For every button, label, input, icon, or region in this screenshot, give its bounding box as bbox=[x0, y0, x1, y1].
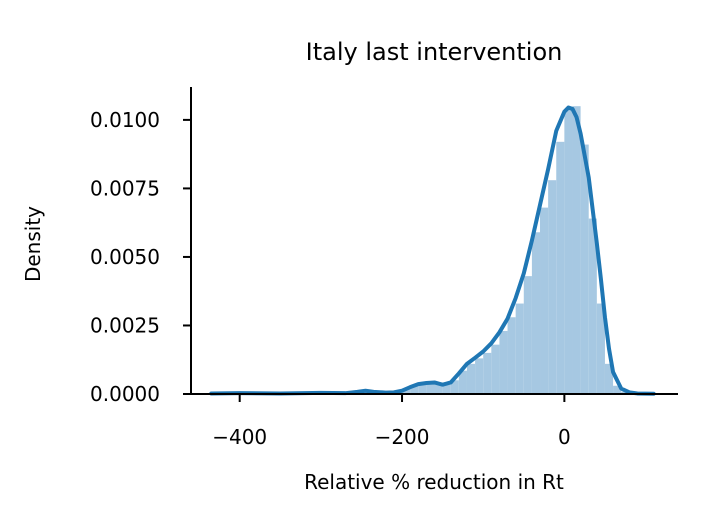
histogram-bar bbox=[596, 303, 605, 394]
y-tick-label: 0.0100 bbox=[90, 108, 160, 132]
y-axis-ticks: 0.0000 0.0025 0.0050 0.0075 0.0100 bbox=[90, 108, 191, 406]
y-tick-label: 0.0075 bbox=[90, 176, 160, 200]
x-tick-label: 0 bbox=[558, 425, 571, 449]
histogram-bar bbox=[548, 180, 557, 394]
histogram-bar bbox=[572, 106, 581, 394]
y-tick-label: 0.0025 bbox=[90, 313, 160, 337]
histogram-bar bbox=[410, 385, 419, 394]
x-tick-label: −200 bbox=[375, 425, 430, 449]
x-tick-label: −400 bbox=[212, 425, 267, 449]
histogram-bar bbox=[418, 384, 427, 394]
y-tick-label: 0.0000 bbox=[90, 382, 160, 406]
histogram-bar bbox=[515, 303, 524, 394]
chart-title: Italy last intervention bbox=[306, 38, 563, 66]
histogram-bar bbox=[402, 389, 411, 394]
histogram-bars bbox=[207, 106, 654, 394]
histogram-bar bbox=[556, 141, 565, 394]
histogram-bar bbox=[434, 383, 443, 394]
histogram-bar bbox=[613, 385, 622, 394]
histogram-bar bbox=[442, 384, 451, 394]
histogram-bar bbox=[523, 276, 532, 394]
histogram-bar bbox=[564, 108, 573, 394]
y-axis-label: Density bbox=[21, 206, 45, 282]
histogram-bar bbox=[499, 330, 508, 394]
histogram-bar bbox=[458, 370, 467, 394]
histogram-bar bbox=[491, 344, 500, 394]
histogram-bar bbox=[588, 218, 597, 394]
histogram-bar bbox=[604, 363, 614, 394]
histogram-bar bbox=[426, 383, 435, 394]
y-tick-label: 0.0050 bbox=[90, 245, 160, 269]
histogram-bar bbox=[475, 358, 484, 394]
x-axis-ticks: −400 −200 0 bbox=[212, 394, 571, 449]
histogram-bar bbox=[466, 363, 476, 394]
kde-curve bbox=[209, 105, 656, 396]
histogram-bar bbox=[580, 144, 589, 394]
histogram-bar bbox=[531, 232, 541, 394]
histogram-bar bbox=[450, 380, 459, 394]
histogram-bar bbox=[540, 207, 549, 394]
histogram-bar bbox=[483, 352, 492, 394]
histogram-bar bbox=[621, 391, 630, 394]
histogram-bar bbox=[507, 317, 516, 394]
x-axis-label: Relative % reduction in Rt bbox=[304, 470, 564, 494]
